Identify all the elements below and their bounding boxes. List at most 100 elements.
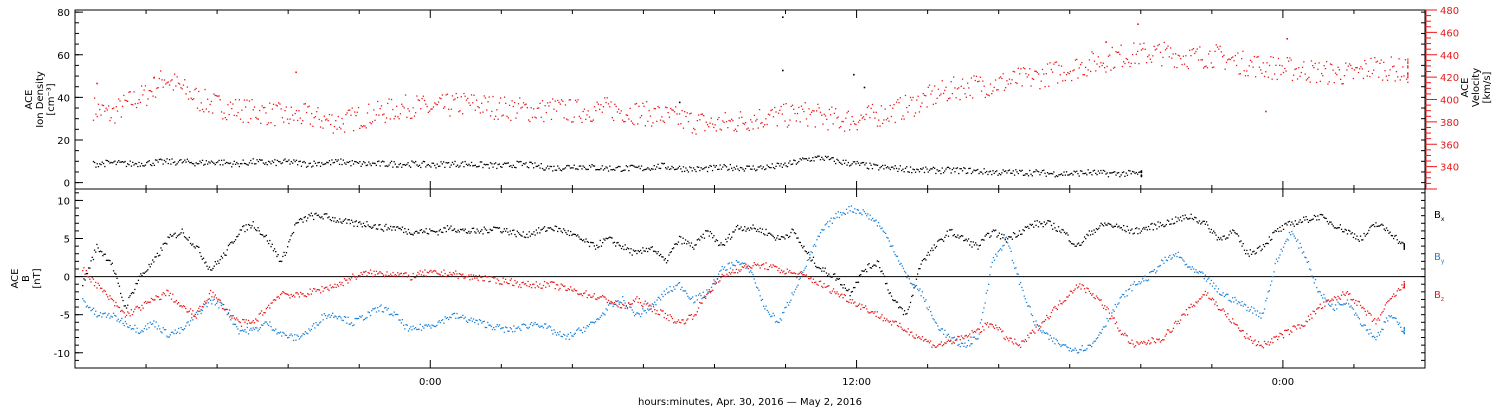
data-point: [396, 105, 398, 107]
data-point: [326, 161, 328, 163]
data-point: [275, 299, 277, 301]
data-point: [387, 307, 389, 310]
data-point: [1389, 316, 1391, 318]
data-point: [408, 232, 411, 234]
data-point: [543, 120, 545, 123]
data-point: [416, 95, 418, 97]
data-point: [954, 87, 956, 89]
data-point: [1113, 310, 1115, 312]
data-point: [122, 310, 124, 313]
data-point: [1368, 333, 1370, 335]
data-point: [1020, 233, 1022, 235]
data-point: [1403, 246, 1405, 248]
data-point: [200, 312, 202, 315]
data-point: [137, 102, 139, 105]
data-point: [142, 330, 144, 333]
data-point: [760, 122, 762, 125]
data-point: [167, 336, 169, 338]
data-point: [487, 232, 489, 234]
data-point: [768, 313, 771, 316]
data-point: [546, 230, 548, 232]
data-point: [536, 285, 539, 287]
data-point: [911, 295, 913, 298]
data-point: [411, 329, 413, 331]
data-point: [227, 104, 229, 106]
data-point: [1213, 230, 1215, 232]
data-point: [152, 95, 154, 97]
data-point: [384, 307, 386, 309]
data-point: [256, 327, 258, 329]
data-point: [948, 336, 951, 338]
data-point: [724, 112, 726, 114]
data-point: [529, 161, 531, 163]
data-point: [278, 260, 280, 263]
data-point: [673, 168, 676, 171]
data-point: [297, 293, 299, 295]
data-point: [272, 299, 275, 301]
data-point: [643, 250, 645, 252]
data-point: [577, 328, 579, 330]
data-point: [651, 168, 653, 170]
data-point: [567, 119, 569, 121]
data-point: [379, 271, 381, 273]
data-point: [729, 120, 731, 122]
data-point: [474, 277, 476, 279]
data-point: [496, 324, 498, 326]
data-point: [380, 161, 383, 163]
data-point: [88, 276, 90, 278]
data-point: [118, 321, 121, 323]
data-point: [165, 242, 167, 244]
data-point: [109, 162, 111, 164]
data-point: [240, 229, 243, 231]
data-point: [574, 332, 576, 334]
data-point: [1355, 312, 1357, 314]
data-point: [330, 287, 333, 289]
data-point: [423, 161, 426, 163]
data-point: [890, 295, 893, 297]
data-point: [100, 114, 102, 116]
data-point: [408, 110, 410, 112]
data-point: [379, 108, 381, 110]
data-point: [577, 293, 579, 295]
data-point: [456, 312, 458, 315]
data-point: [108, 259, 110, 261]
data-point: [1246, 309, 1248, 312]
data-point: [446, 316, 449, 319]
data-point: [857, 121, 860, 123]
data-point: [1374, 336, 1376, 339]
data-point: [699, 119, 701, 121]
data-point: [292, 339, 295, 342]
data-point: [1161, 65, 1163, 67]
velocity-tick-label: 440: [1440, 51, 1459, 62]
data-point: [702, 291, 704, 293]
data-point: [1312, 65, 1314, 67]
velocity-tick-label: 340: [1440, 163, 1459, 174]
data-point: [298, 296, 301, 298]
data-point: [1288, 231, 1291, 234]
data-point: [707, 291, 709, 293]
data-point: [1184, 264, 1186, 266]
data-point: [435, 167, 437, 169]
data-point: [598, 246, 600, 248]
data-point: [1190, 213, 1192, 215]
data-point: [852, 161, 855, 163]
data-point: [894, 165, 896, 167]
data-point: [1139, 283, 1141, 285]
data-point: [361, 315, 363, 317]
data-point: [660, 299, 662, 301]
data-point: [1196, 48, 1198, 50]
data-point: [974, 170, 976, 172]
data-point: [1093, 169, 1096, 171]
data-point: [206, 265, 208, 267]
data-point: [260, 122, 262, 124]
data-point: [514, 330, 516, 333]
data-point: [444, 227, 446, 229]
data-point: [1005, 236, 1008, 238]
data-point: [1261, 72, 1263, 74]
data-point: [104, 253, 106, 255]
data-point: [347, 219, 349, 221]
data-point: [131, 291, 134, 294]
data-point: [1222, 56, 1224, 58]
data-point: [491, 229, 494, 231]
data-point: [133, 292, 135, 294]
